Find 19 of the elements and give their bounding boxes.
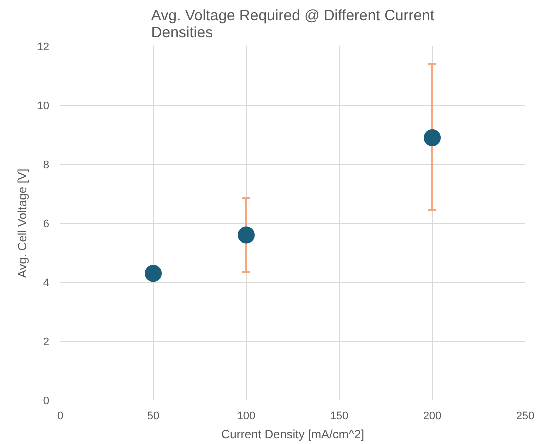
x-tick-label: 50: [147, 410, 160, 422]
y-tick-label: 12: [37, 42, 50, 54]
y-tick-label: 4: [43, 278, 50, 290]
x-axis-title: Current Density [mA/cm^2]: [222, 428, 364, 442]
chart-title: Avg. Voltage Required @ Different Current Densities: [151, 8, 436, 42]
x-tick-label: 0: [57, 410, 64, 422]
y-tick-label: 2: [43, 336, 50, 348]
point: [238, 226, 255, 244]
x-tick-label: 100: [237, 410, 256, 422]
y-axis-title: Avg. Cell Voltage [V]: [15, 168, 30, 278]
x-tick-label: 200: [423, 410, 442, 422]
point: [424, 129, 441, 146]
x-tick-label: 150: [330, 410, 349, 422]
y-tick-label: 10: [37, 100, 50, 112]
y-tick-label: 6: [43, 218, 50, 230]
y-tick-label: 0: [43, 396, 50, 408]
y-tick-label: 8: [43, 160, 50, 172]
x-tick-label: 250: [516, 410, 535, 422]
point: [145, 265, 162, 282]
